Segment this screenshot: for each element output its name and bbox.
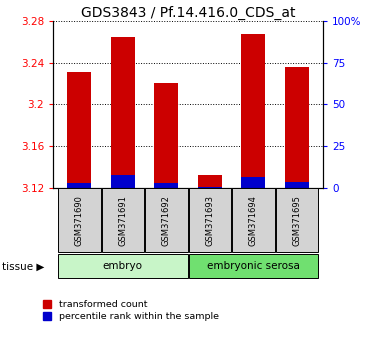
Bar [67, 183, 91, 188]
Bar [241, 177, 265, 188]
Bar [111, 37, 135, 188]
Bar [198, 175, 222, 188]
Legend: transformed count, percentile rank within the sample: transformed count, percentile rank withi… [43, 300, 219, 321]
Text: GSM371690: GSM371690 [75, 195, 84, 246]
Bar [285, 182, 309, 188]
Text: embryonic serosa: embryonic serosa [207, 261, 300, 272]
Title: GDS3843 / Pf.14.416.0_CDS_at: GDS3843 / Pf.14.416.0_CDS_at [81, 6, 295, 20]
Bar [154, 183, 178, 188]
FancyBboxPatch shape [58, 188, 101, 252]
Text: GSM371695: GSM371695 [292, 195, 301, 246]
Bar [111, 175, 135, 188]
Text: embryo: embryo [103, 261, 143, 272]
FancyBboxPatch shape [188, 188, 231, 252]
FancyBboxPatch shape [188, 255, 318, 278]
FancyBboxPatch shape [145, 188, 188, 252]
FancyBboxPatch shape [58, 255, 188, 278]
Text: GSM371694: GSM371694 [249, 195, 258, 246]
Text: GSM371693: GSM371693 [205, 195, 214, 246]
Bar [285, 67, 309, 188]
Bar [198, 187, 222, 188]
Text: GSM371691: GSM371691 [118, 195, 127, 246]
Text: tissue ▶: tissue ▶ [2, 261, 44, 272]
FancyBboxPatch shape [232, 188, 275, 252]
Bar [67, 72, 91, 188]
Bar [154, 82, 178, 188]
Bar [241, 34, 265, 188]
Text: GSM371692: GSM371692 [162, 195, 171, 246]
FancyBboxPatch shape [101, 188, 144, 252]
FancyBboxPatch shape [276, 188, 318, 252]
